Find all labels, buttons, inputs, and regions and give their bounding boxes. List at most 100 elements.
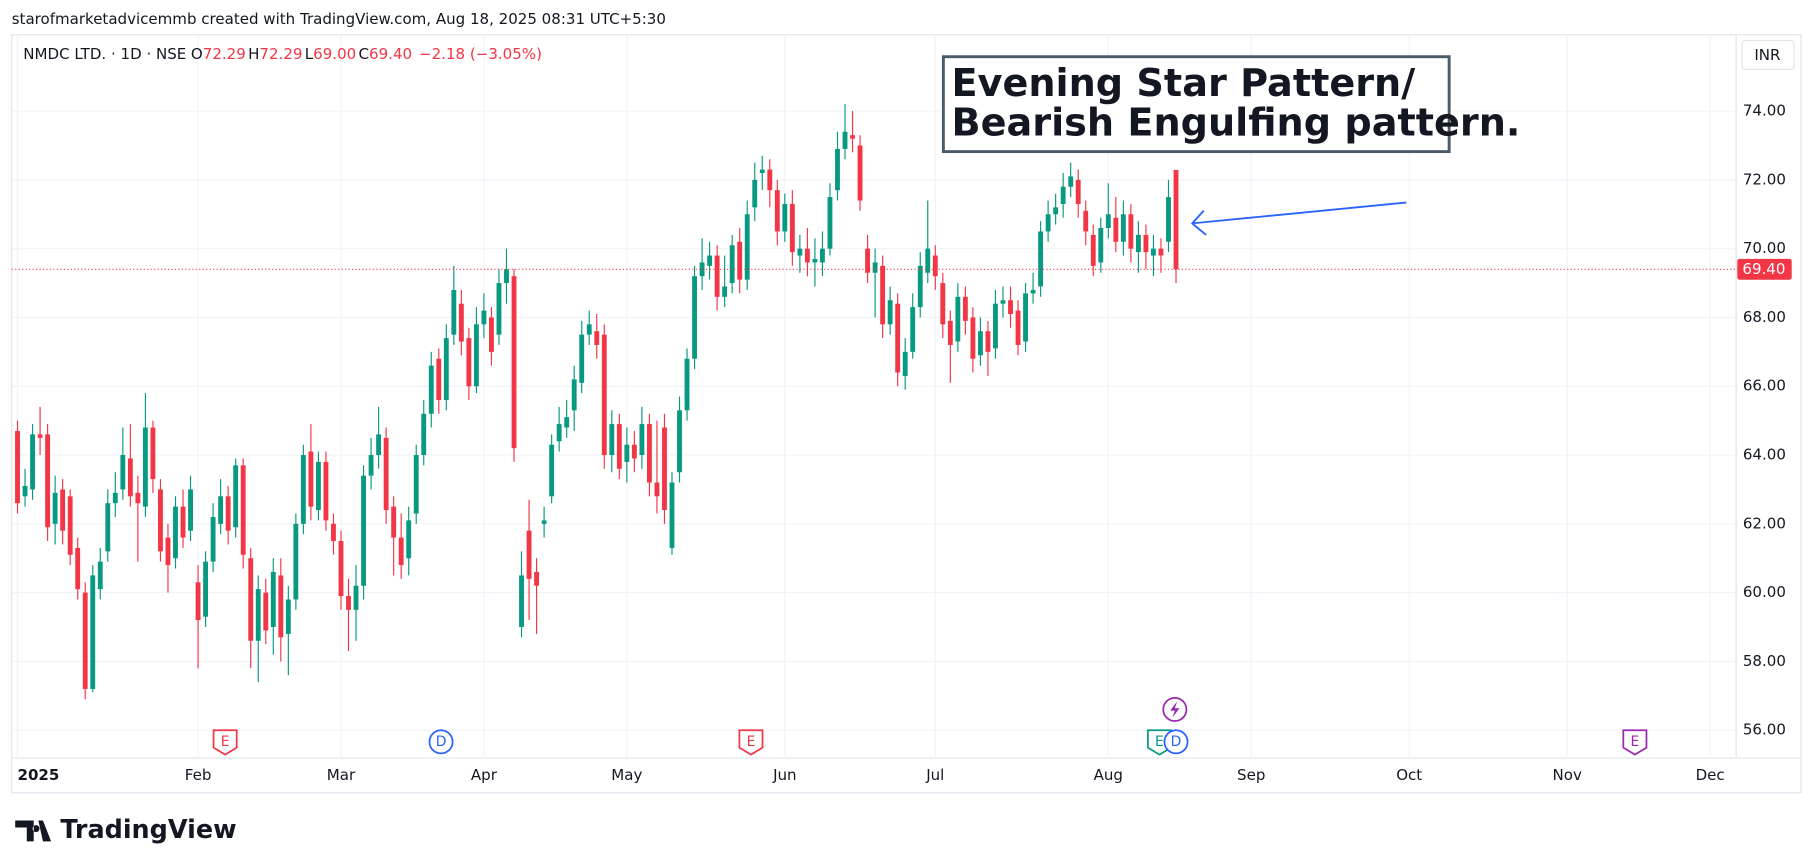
candle-body [158, 489, 163, 552]
arrow-head [1190, 210, 1207, 236]
legend-value: 69.00 [313, 45, 356, 63]
candle-body [105, 503, 111, 552]
x-tick-label: Apr [471, 766, 498, 784]
candle-body [383, 437, 389, 511]
candle-body [662, 427, 667, 511]
overlay: 69.40E D E E D E [11, 258, 1792, 756]
candle-body [1008, 300, 1013, 315]
candle-body [1053, 207, 1059, 215]
candle-body [541, 520, 547, 524]
candles [15, 104, 1179, 700]
candle-body [331, 523, 336, 542]
candle-body [368, 455, 374, 476]
candle-body [1113, 217, 1119, 242]
candle-body [135, 492, 141, 504]
candle-body [1000, 300, 1006, 304]
candle-body [1068, 176, 1074, 187]
event-label: D [1171, 734, 1182, 750]
candle-body [45, 434, 51, 528]
x-tick-label: Jul [925, 766, 944, 784]
candle-body [376, 434, 382, 456]
candle-body [210, 516, 216, 562]
candle-body [225, 496, 231, 531]
candle-body [1105, 214, 1111, 229]
event-label: E [1155, 734, 1164, 750]
annotation-arrow [1192, 201, 1407, 225]
candle-body [782, 203, 788, 232]
candle-body [240, 465, 246, 555]
x-tick-label: Nov [1553, 766, 1582, 784]
candle-body [549, 444, 555, 497]
candle-body [842, 131, 848, 149]
candle-body [985, 331, 991, 352]
candle-body [857, 145, 863, 201]
x-tick-label: Mar [327, 766, 356, 784]
candle-body [473, 324, 479, 387]
candle-body [346, 596, 351, 610]
candle-body [315, 461, 321, 511]
candle-body [571, 379, 577, 411]
candle-body [60, 489, 66, 531]
candle-body [932, 255, 938, 277]
candle-body [707, 255, 713, 266]
event-marker [1622, 729, 1648, 756]
x-tick-label: Feb [185, 766, 212, 784]
candle-body [767, 169, 773, 191]
candle-body [421, 413, 427, 456]
candle-body [804, 248, 810, 263]
candle-body [947, 320, 953, 345]
legend-key: H [248, 45, 259, 63]
candle-body [37, 434, 43, 438]
candle-body [293, 523, 299, 600]
event-marker [738, 729, 764, 756]
legend-value: 69.40 [369, 45, 412, 63]
candle-body [624, 444, 630, 462]
candle-body [722, 286, 728, 297]
event-marker[interactable] [1163, 729, 1189, 755]
x-tick-label: Aug [1094, 766, 1123, 784]
candle-body [466, 338, 472, 387]
candle-body [631, 444, 637, 459]
candle-body [714, 255, 720, 297]
candle-body [511, 276, 517, 449]
candle-body [812, 258, 818, 263]
candle-body [263, 592, 269, 631]
currency-box[interactable] [1741, 39, 1795, 71]
currency: INR [1754, 46, 1781, 64]
logo: TradingView [15, 815, 237, 845]
chart-frame [11, 34, 1802, 794]
candle-body [180, 506, 186, 538]
legend-key: L [305, 45, 314, 63]
candle-body [970, 317, 976, 359]
y-tick-label: 64.00 [1743, 446, 1786, 464]
y-tick-label: 58.00 [1743, 652, 1786, 670]
candle-body [752, 179, 758, 208]
logo-text: TradingView [60, 815, 236, 845]
candle-body [90, 575, 96, 689]
candle-body [413, 455, 419, 514]
candle-body [993, 303, 998, 349]
candle-body [669, 482, 675, 548]
last-price-label: 69.40 [1742, 260, 1785, 278]
candle-body [481, 310, 487, 325]
candle-body [323, 461, 329, 521]
candle-body [910, 307, 916, 352]
candle-body [489, 317, 494, 352]
candle-body [850, 135, 855, 139]
candle-body [504, 269, 509, 284]
x-tick-label: 2025 [18, 766, 60, 784]
candle-body [52, 492, 58, 524]
y-tick-label: 56.00 [1743, 721, 1786, 739]
candle-body [534, 571, 540, 586]
event-marker[interactable] [428, 729, 454, 755]
candle-body [579, 334, 585, 383]
candle-body [278, 575, 284, 638]
candle-body [173, 506, 178, 559]
candle-body [75, 547, 81, 590]
candle-body [1098, 228, 1104, 263]
candle-body [436, 358, 442, 400]
candle-body [616, 424, 622, 469]
candle-body [150, 427, 156, 480]
candle-body [797, 248, 803, 256]
